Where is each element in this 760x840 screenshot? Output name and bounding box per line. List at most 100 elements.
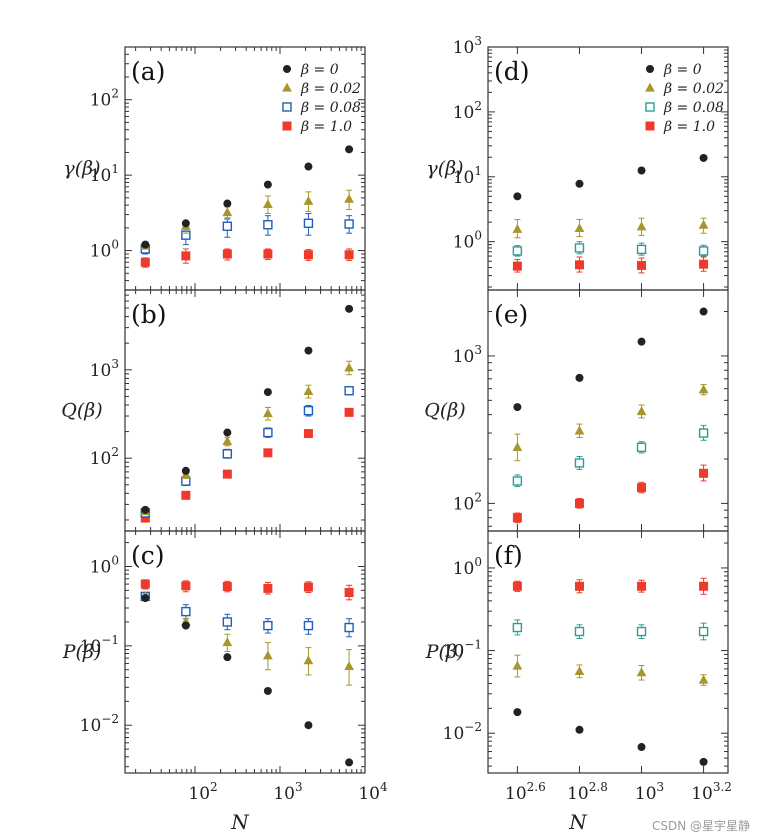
data-point (574, 626, 585, 637)
data-point (345, 758, 354, 767)
data-point (636, 442, 647, 453)
data-point (303, 195, 314, 205)
data-point (637, 743, 646, 752)
data-point (263, 388, 272, 397)
y-tick-label: 100 (453, 555, 482, 579)
data-point (575, 725, 584, 734)
panel-label: (b) (131, 300, 167, 329)
x-tick-label: 103 (273, 780, 302, 804)
data-point (304, 721, 313, 730)
data-point (181, 490, 191, 500)
panel-label: (d) (494, 57, 530, 86)
series-circle (513, 153, 708, 201)
data-point (303, 405, 314, 416)
y-tick-label: 102 (453, 490, 482, 514)
x-tick-label: 102 (188, 780, 217, 804)
data-point (303, 250, 313, 260)
legend-marker (282, 121, 292, 131)
data-point (699, 468, 709, 478)
data-point (263, 583, 273, 593)
data-point (263, 650, 273, 660)
data-point (263, 408, 273, 418)
data-point (574, 498, 584, 508)
series-square (512, 619, 709, 641)
data-point (637, 337, 646, 346)
plot-frame (487, 530, 729, 774)
series-triangle (140, 360, 354, 516)
x-axis-label: N (568, 810, 588, 834)
data-point (345, 304, 354, 313)
data-point (140, 579, 150, 589)
data-point (637, 166, 646, 175)
legend-label: β = 0.02 (663, 81, 724, 97)
data-point (222, 221, 233, 231)
data-point (181, 466, 190, 475)
data-point (513, 192, 522, 201)
data-point (699, 307, 708, 316)
data-point (303, 620, 314, 631)
y-tick-label: 100 (90, 553, 119, 577)
data-point (181, 581, 191, 591)
data-point (223, 428, 232, 437)
legend-marker (283, 65, 291, 73)
legend-marker (645, 121, 655, 131)
series-filled-square (140, 407, 354, 523)
legend-marker (646, 65, 654, 73)
data-point (181, 606, 191, 617)
data-point (263, 427, 273, 438)
data-point (699, 757, 708, 766)
data-point (303, 429, 313, 439)
series-circle (141, 594, 354, 767)
data-point (140, 257, 150, 267)
data-point (344, 407, 354, 417)
data-point (222, 449, 233, 459)
series-filled-square (140, 248, 354, 268)
data-point (263, 199, 273, 208)
series-square (512, 424, 709, 488)
data-point (512, 246, 523, 256)
x-axis-label: N (230, 810, 250, 834)
data-point (636, 667, 647, 677)
data-point (698, 384, 709, 394)
y-tick-label: 10−1 (80, 633, 119, 657)
legend: β = 0 β = 0.02 β = 0.08 β = 1.0 (645, 62, 724, 135)
y-tick-label: 100 (453, 229, 482, 253)
data-point (512, 513, 522, 523)
data-point (263, 448, 273, 458)
data-point (222, 581, 232, 591)
panel-label: (a) (131, 57, 165, 86)
data-point (181, 251, 191, 261)
series-triangle (140, 591, 354, 686)
y-tick-label: 10−2 (443, 720, 482, 744)
y-tick-label: 102 (90, 445, 119, 469)
x-tick-label: 104 (358, 780, 388, 804)
y-axis-label: γ(β) (426, 158, 463, 180)
data-point (344, 588, 354, 598)
panel-b: 102 103 Q(β) (b) (61, 289, 366, 532)
data-point (222, 436, 233, 445)
data-point (303, 386, 314, 395)
data-point (698, 428, 709, 438)
data-point (698, 219, 709, 229)
data-point (574, 260, 584, 270)
x-tick-label: 102.6 (505, 780, 546, 804)
data-point (344, 386, 354, 396)
data-point (222, 249, 232, 259)
data-point (574, 223, 585, 233)
panel-f: 10−2 10−1 100 102.6 102.8 103 103.2 N P(β) (f) (425, 530, 732, 834)
data-point (304, 346, 313, 355)
data-point (263, 220, 273, 230)
data-point (141, 594, 150, 603)
panel-c: 10−2 10−1 100 102 103 104 N P(β) (c) (62, 530, 388, 834)
data-point (141, 240, 150, 249)
data-point (223, 653, 232, 662)
legend-label: β = 1.0 (300, 119, 352, 135)
data-point (636, 626, 647, 637)
data-point (512, 223, 523, 233)
y-tick-label: 103 (453, 343, 482, 367)
series-triangle (140, 189, 354, 250)
y-axis-label: γ(β) (63, 158, 100, 180)
y-tick-label: 101 (90, 162, 119, 186)
series-filled-square (140, 579, 354, 601)
